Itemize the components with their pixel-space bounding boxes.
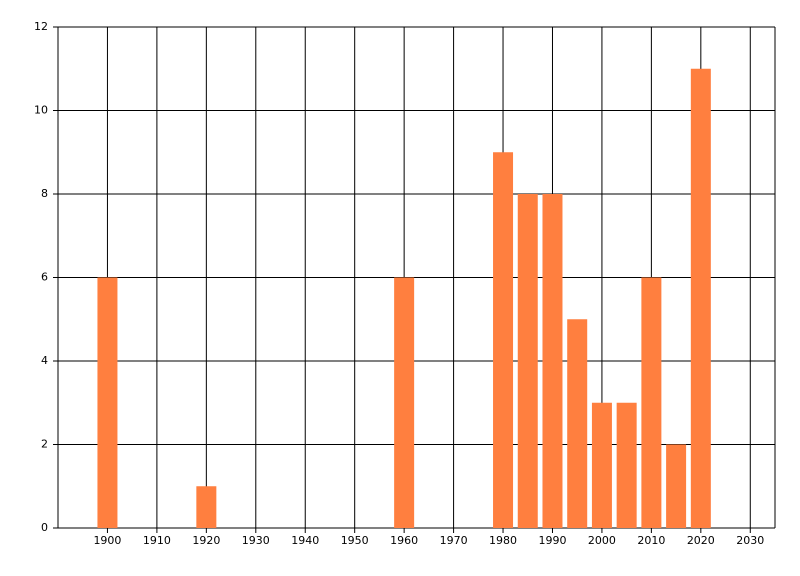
- x-tick-label: 1960: [390, 534, 418, 547]
- y-tick-label: 2: [41, 438, 48, 451]
- x-tick-label: 1950: [341, 534, 369, 547]
- x-tick-label: 2010: [637, 534, 665, 547]
- bar: [517, 194, 538, 528]
- y-tick-label: 12: [34, 20, 48, 33]
- x-tick-label: 1910: [143, 534, 171, 547]
- y-tick-label: 4: [41, 354, 48, 367]
- y-tick-label: 0: [41, 521, 48, 534]
- y-tick-label: 6: [41, 271, 48, 284]
- x-tick-label: 1930: [242, 534, 270, 547]
- bar: [666, 444, 687, 528]
- x-tick-label: 2000: [588, 534, 616, 547]
- bar: [493, 152, 514, 528]
- x-tick-label: 1900: [93, 534, 121, 547]
- x-tick-label: 1980: [489, 534, 517, 547]
- bar: [196, 486, 217, 528]
- x-tick-label: 1990: [538, 534, 566, 547]
- x-tick-label: 1970: [440, 534, 468, 547]
- x-tick-label: 1940: [291, 534, 319, 547]
- bar: [690, 68, 711, 528]
- bar: [567, 319, 588, 528]
- bar: [97, 277, 118, 528]
- bar: [616, 402, 637, 528]
- y-tick-label: 10: [34, 104, 48, 117]
- y-tick-label: 8: [41, 187, 48, 200]
- bar: [591, 402, 612, 528]
- x-tick-label: 2030: [736, 534, 764, 547]
- x-tick-label: 1920: [192, 534, 220, 547]
- bar: [641, 277, 662, 528]
- bar: [394, 277, 415, 528]
- x-tick-label: 2020: [687, 534, 715, 547]
- bar: [542, 194, 563, 528]
